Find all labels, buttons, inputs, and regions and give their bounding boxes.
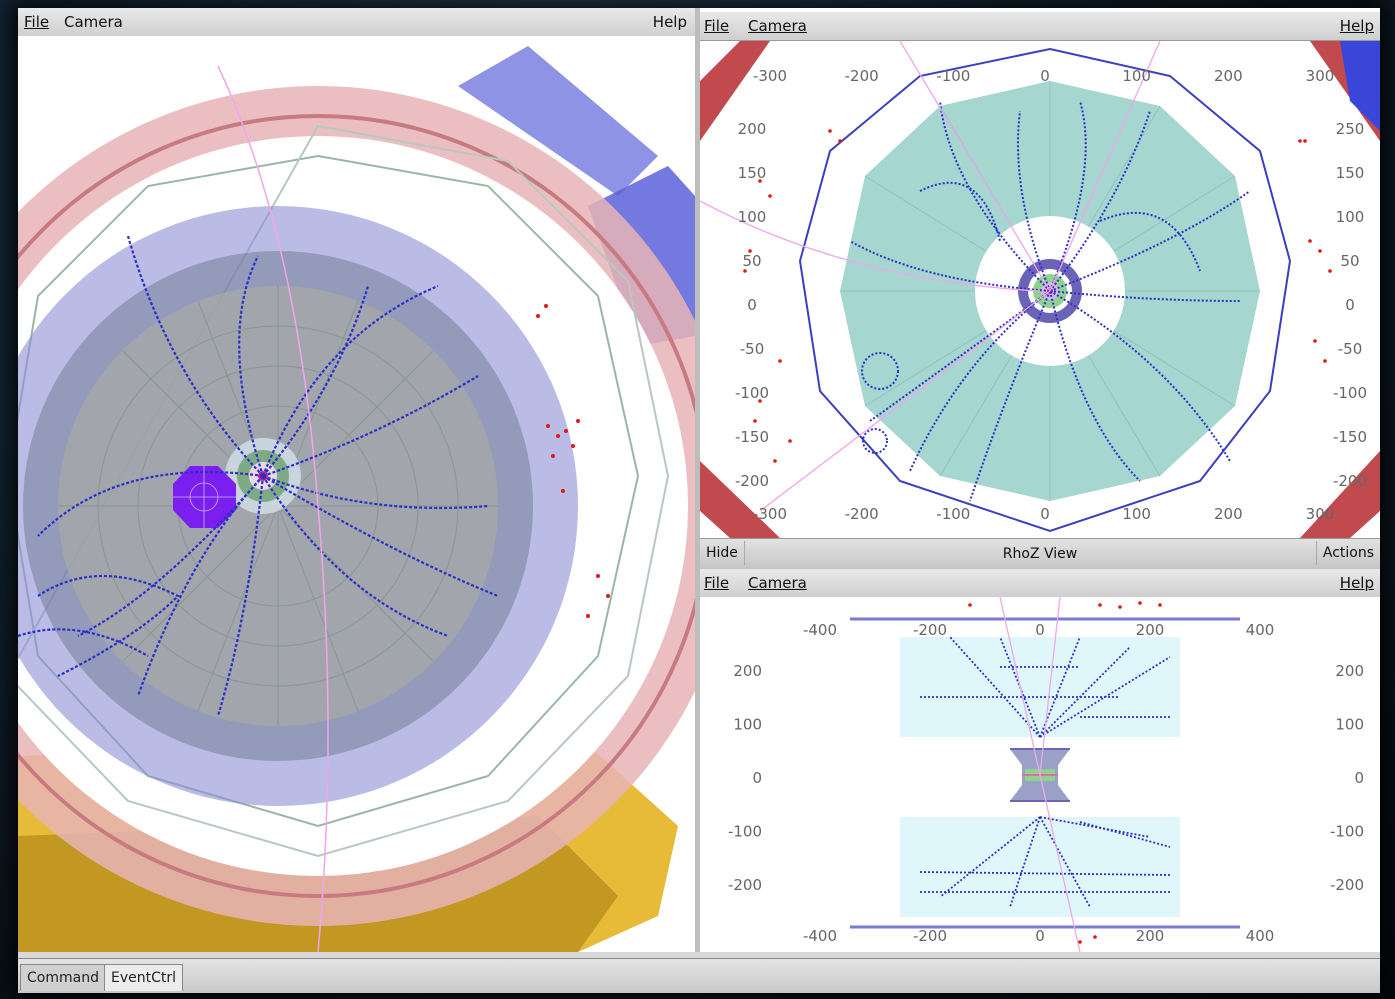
rphi-right-tick-label: -50 [1338, 340, 1363, 358]
rhoz-right-axis: 200 100 0 -100 -200 [1330, 662, 1364, 894]
rhoz-right-tick-label: 200 [1335, 662, 1364, 680]
rphi-right-tick-label: 250 [1336, 120, 1365, 138]
rphi-top-tick-label: 100 [1122, 67, 1151, 85]
rhoz-right-tick-label: -100 [1330, 823, 1364, 841]
tab-command[interactable]: Command [20, 964, 106, 991]
rphi-right-tick-label: -200 [1333, 472, 1367, 490]
bottom-tab-bar: Command EventCtrl [18, 958, 1380, 993]
help-menu[interactable]: Help [1339, 17, 1374, 35]
help-menu[interactable]: Help [1339, 574, 1374, 592]
rhoz-right-tick-label: 100 [1335, 716, 1364, 734]
actions-button[interactable]: Actions [1315, 541, 1380, 565]
rphi-top-tick-label: -200 [845, 67, 879, 85]
rphi-view-pane: File Camera Help [700, 8, 1380, 538]
rhoz-view-title: RhoZ View [1002, 546, 1078, 562]
rphi-left-axis: 200 150 100 50 0 -50 -100 -150 -200 [735, 120, 769, 490]
rhoz-view-pane: File Camera Help [700, 569, 1380, 952]
help-menu[interactable]: Help [652, 13, 687, 31]
rhoz-bottom-tick-label: 0 [1035, 927, 1045, 945]
rhoz-bottom-tick-label: 200 [1136, 927, 1165, 945]
vertical-splitter[interactable] [695, 8, 700, 952]
3d-detector-view[interactable] [18, 36, 695, 952]
rhoz-top-tick-label: -200 [913, 621, 947, 639]
rphi-view-menubar: File Camera Help [700, 12, 1380, 41]
rphi-left-tick-label: -150 [735, 428, 769, 446]
rphi-top-tick-label: -100 [936, 67, 970, 85]
3d-view-menubar: File Camera Help [18, 8, 695, 37]
rphi-right-tick-label: -100 [1333, 384, 1367, 402]
rphi-bottom-tick-label: 300 [1306, 505, 1335, 523]
rphi-right-tick-label: 100 [1336, 208, 1365, 226]
rphi-detector-view[interactable]: -300 -200 -100 0 100 200 300 -300 -200 -100 0 100 2… [700, 41, 1380, 538]
rhoz-view-bar: RhoZ View Hide Actions [700, 538, 1380, 570]
hide-button[interactable]: Hide [700, 541, 745, 565]
rhoz-top-tick-label: -400 [803, 621, 837, 639]
rphi-left-tick-label: 100 [738, 208, 767, 226]
rhoz-right-tick-label: 0 [1354, 769, 1364, 787]
rhoz-top-tick-label: 0 [1035, 621, 1045, 639]
file-menu[interactable]: File [24, 13, 50, 31]
rhoz-left-tick-label: -200 [728, 876, 762, 894]
rphi-left-tick-label: -100 [735, 384, 769, 402]
camera-menu[interactable]: Camera [748, 574, 807, 592]
rphi-right-tick-label: 0 [1345, 296, 1355, 314]
rhoz-left-tick-label: 0 [752, 769, 762, 787]
rhoz-left-tick-label: 200 [733, 662, 762, 680]
3d-view-pane: File Camera Help [18, 8, 695, 952]
rphi-bottom-tick-label: -200 [845, 505, 879, 523]
rhoz-view-menubar: File Camera Help [700, 569, 1380, 598]
event-display-window: File Camera Help [18, 8, 1380, 993]
rphi-top-axis: -300 -200 -100 0 100 200 300 [753, 67, 1334, 85]
rhoz-bottom-tick-label: -200 [913, 927, 947, 945]
file-menu[interactable]: File [704, 574, 730, 592]
rphi-left-tick-label: -200 [735, 472, 769, 490]
rhoz-detector-view[interactable]: -400 -200 0 200 400 -400 -200 0 200 400 2001000-… [700, 597, 1380, 952]
rphi-bottom-tick-label: 100 [1122, 505, 1151, 523]
rhoz-bottom-tick-label: -400 [803, 927, 837, 945]
rphi-left-tick-label: 150 [738, 164, 767, 182]
rphi-right-axis: 250 150 100 50 0 -50 -100 -150 -200 [1333, 120, 1367, 490]
rphi-bottom-tick-label: -100 [936, 505, 970, 523]
rphi-left-tick-label: -50 [740, 340, 765, 358]
rphi-top-tick-label: 300 [1306, 67, 1335, 85]
rphi-bottom-axis: -300 -200 -100 0 100 200 300 [753, 505, 1334, 523]
rhoz-left-axis: 200 100 0 -100 -200 [728, 662, 762, 894]
rphi-top-tick-label: 200 [1214, 67, 1243, 85]
rphi-left-tick-label: 200 [738, 120, 767, 138]
rphi-right-tick-label: -150 [1333, 428, 1367, 446]
file-menu[interactable]: File [704, 17, 730, 35]
rhoz-top-tick-label: 200 [1136, 621, 1165, 639]
rhoz-left-tick-label: 100 [733, 716, 762, 734]
rhoz-top-axis: -400 -200 0 200 400 [803, 621, 1274, 639]
rphi-top-tick-label: -300 [753, 67, 787, 85]
rhoz-top-tick-label: 400 [1246, 621, 1275, 639]
rphi-right-tick-label: 150 [1336, 164, 1365, 182]
rphi-bottom-tick-label: 0 [1040, 505, 1050, 523]
rphi-bottom-tick-label: 200 [1214, 505, 1243, 523]
rhoz-right-tick-label: -200 [1330, 876, 1364, 894]
rphi-top-tick-label: 0 [1040, 67, 1050, 85]
rhoz-bottom-tick-label: 400 [1246, 927, 1275, 945]
rhoz-left-tick-label: -100 [728, 823, 762, 841]
camera-menu[interactable]: Camera [748, 17, 807, 35]
rhoz-bottom-axis: -400 -200 0 200 400 [803, 927, 1274, 945]
rphi-bottom-tick-label: -300 [753, 505, 787, 523]
rphi-right-tick-label: 50 [1340, 252, 1359, 270]
rphi-left-tick-label: 50 [742, 252, 761, 270]
rphi-left-tick-label: 0 [747, 296, 757, 314]
tab-eventctrl[interactable]: EventCtrl [104, 964, 184, 991]
camera-menu[interactable]: Camera [64, 13, 123, 31]
